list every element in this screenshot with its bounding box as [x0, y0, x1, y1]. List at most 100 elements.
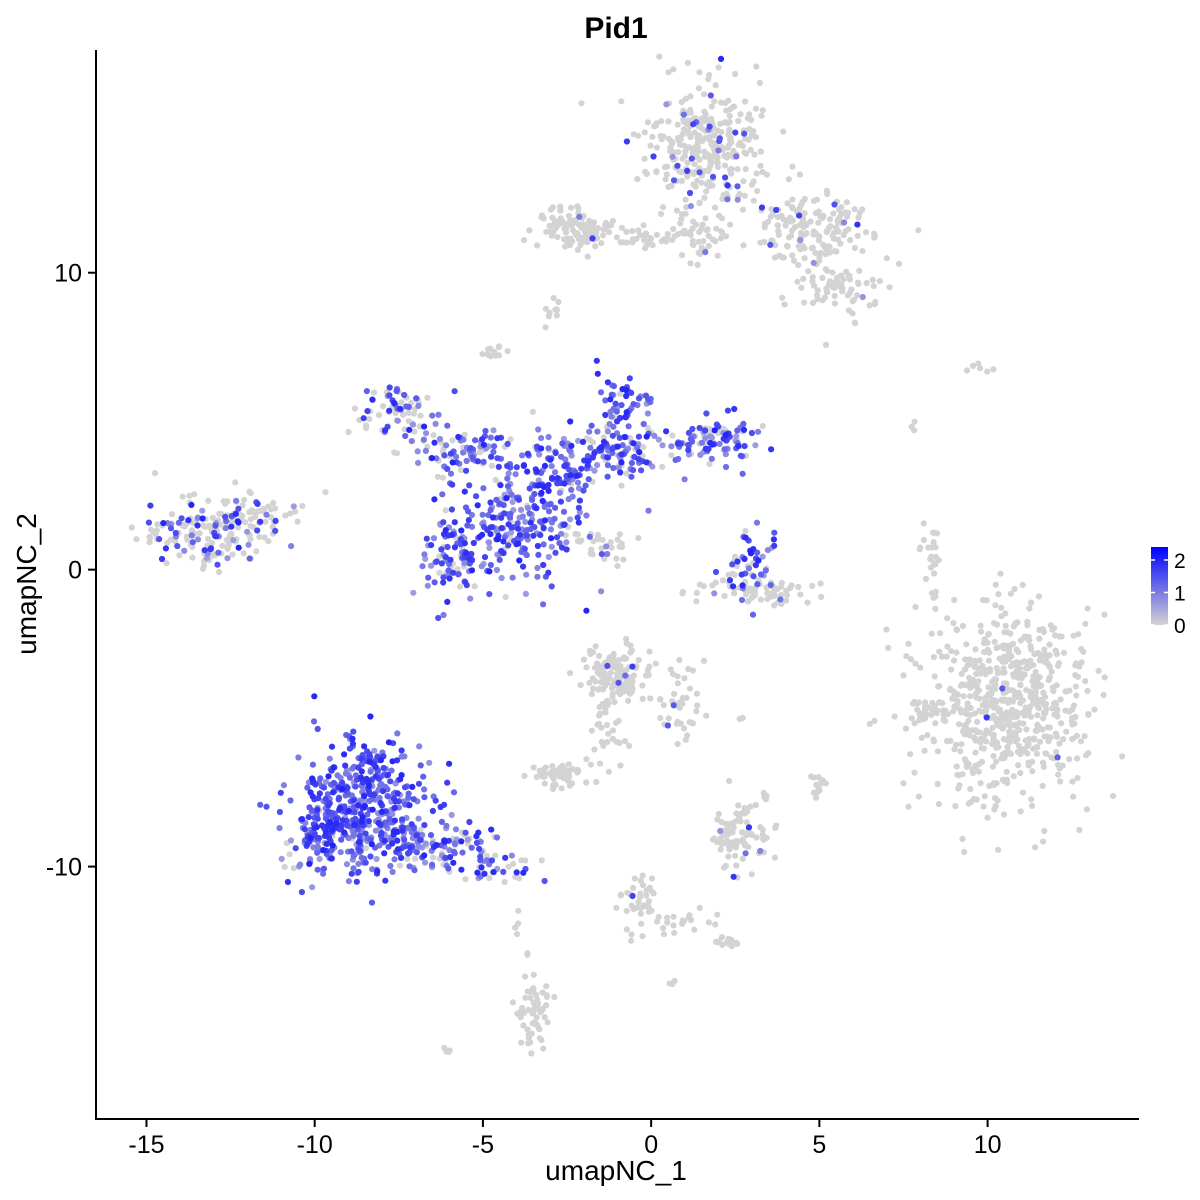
scatter-point [831, 248, 839, 255]
scatter-point [343, 822, 351, 829]
scatter-point [925, 544, 932, 551]
scatter-point [672, 456, 679, 464]
scatter-point [208, 539, 216, 547]
scatter-point [695, 249, 702, 256]
scatter-point [971, 679, 978, 687]
scatter-point [1032, 689, 1039, 696]
scatter-point [299, 502, 306, 510]
scatter-point [681, 476, 688, 483]
scatter-point [530, 532, 537, 539]
scatter-point [421, 794, 428, 801]
scatter-point [628, 689, 635, 696]
scatter-point [314, 843, 321, 850]
scatter-point [432, 420, 439, 427]
scatter-point [932, 605, 939, 613]
scatter-point [389, 840, 396, 847]
scatter-point [607, 396, 614, 403]
scatter-point [776, 252, 783, 259]
scatter-point [736, 814, 743, 821]
scatter-point [436, 435, 443, 443]
scatter-point [726, 777, 733, 785]
scatter-point [623, 409, 630, 416]
scatter-point [727, 820, 734, 827]
scatter-point [520, 563, 527, 570]
scatter-point [330, 764, 337, 771]
scatter-point [915, 227, 922, 234]
scatter-point [507, 529, 515, 536]
scatter-point [503, 495, 510, 502]
scatter-point [311, 831, 318, 838]
scatter-point [700, 238, 707, 245]
scatter-point [714, 127, 721, 134]
scatter-point [398, 753, 405, 760]
scatter-point [534, 482, 542, 489]
scatter-point [582, 482, 589, 489]
scatter-point [752, 134, 760, 141]
scatter-point [905, 803, 912, 810]
scatter-point [310, 718, 318, 725]
scatter-point [538, 857, 545, 864]
scatter-point [314, 866, 321, 873]
scatter-point [538, 445, 545, 452]
scatter-point [634, 904, 641, 911]
scatter-point [745, 824, 753, 831]
scatter-point [568, 442, 575, 449]
scatter-point [299, 816, 306, 823]
scatter-point [552, 449, 559, 457]
scatter-point [380, 764, 387, 772]
scatter-point [482, 427, 489, 435]
scatter-point [565, 775, 572, 782]
scatter-point [345, 807, 352, 815]
scatter-point [329, 842, 336, 849]
scatter-point [1076, 826, 1083, 834]
scatter-point [592, 243, 599, 250]
scatter-point [669, 153, 676, 160]
scatter-point [224, 555, 231, 562]
scatter-point [509, 999, 516, 1006]
scatter-point [1056, 765, 1063, 772]
scatter-point [415, 815, 422, 822]
scatter-point [986, 729, 994, 737]
scatter-point [966, 661, 973, 668]
scatter-point [209, 514, 216, 521]
scatter-point [768, 206, 775, 213]
scatter-point [1053, 682, 1060, 689]
scatter-point [726, 577, 734, 584]
scatter-point [437, 803, 444, 811]
scatter-point [771, 854, 779, 861]
scatter-point [452, 826, 460, 833]
scatter-point [771, 602, 778, 609]
scatter-point [478, 563, 485, 570]
scatter-point [292, 845, 299, 852]
scatter-point [951, 703, 958, 710]
scatter-point [191, 491, 198, 498]
scatter-point [635, 433, 643, 440]
scatter-point [701, 194, 708, 201]
scatter-point [734, 427, 741, 434]
scatter-point [702, 445, 709, 452]
scatter-point [1050, 687, 1057, 695]
scatter-point [779, 294, 786, 301]
scatter-point [972, 749, 979, 756]
scatter-point [545, 553, 552, 561]
scatter-point [1070, 702, 1078, 709]
scatter-point [1015, 762, 1022, 769]
scatter-point [577, 681, 584, 689]
scatter-point [831, 292, 838, 299]
scatter-point [722, 100, 729, 107]
scatter-point [750, 573, 757, 580]
scatter-point [147, 526, 155, 533]
scatter-point [358, 768, 365, 775]
scatter-point [1043, 733, 1050, 740]
scatter-point [617, 762, 624, 769]
scatter-point [421, 852, 428, 859]
scatter-point [306, 860, 313, 868]
scatter-point [517, 506, 525, 513]
scatter-point [744, 115, 752, 122]
scatter-point [801, 255, 808, 262]
scatter-point [959, 835, 966, 843]
scatter-point [514, 931, 521, 938]
scatter-point [343, 861, 351, 868]
scatter-point [705, 179, 713, 186]
scatter-point [549, 785, 557, 793]
